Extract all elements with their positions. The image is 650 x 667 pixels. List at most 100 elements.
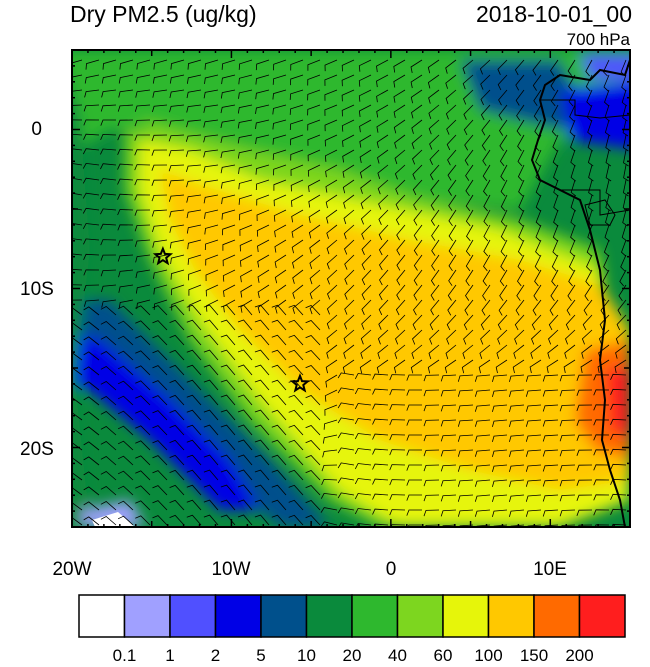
concentration-field	[72, 50, 630, 527]
wind-barb	[602, 59, 610, 77]
wind-barb	[169, 74, 185, 84]
lon-label-10e: 10E	[533, 559, 567, 580]
wind-barb	[474, 479, 491, 487]
wind-barb	[205, 269, 219, 282]
wind-barb	[342, 164, 355, 178]
wind-barb	[326, 329, 338, 345]
wind-barb	[406, 404, 422, 411]
wind-barb	[341, 74, 355, 87]
wind-barb	[72, 192, 83, 196]
wind-barb	[153, 59, 168, 70]
wind-barb	[290, 179, 304, 192]
wind-barb	[238, 89, 253, 99]
wind-barb	[100, 486, 117, 496]
wind-barb	[169, 409, 185, 421]
wind-barb	[605, 179, 612, 197]
wind-barb	[587, 209, 594, 227]
wind-barb	[186, 409, 202, 421]
wind-barb	[118, 74, 134, 84]
wind-barb	[513, 344, 525, 359]
wind-barb	[72, 307, 83, 316]
wind-barb	[621, 224, 628, 242]
wind-barb	[535, 209, 542, 227]
wind-barb	[496, 344, 508, 360]
wind-barb	[500, 254, 508, 272]
wind-barb	[394, 164, 406, 180]
wind-barb	[389, 479, 406, 486]
wind-barb	[152, 395, 168, 406]
wind-barb	[547, 344, 559, 359]
wind-barb	[151, 119, 168, 127]
wind-barb	[406, 389, 422, 396]
wind-barb	[72, 299, 83, 301]
wind-barb	[271, 439, 287, 451]
wind-barb	[359, 359, 372, 374]
wind-barb	[447, 299, 457, 316]
wind-barb	[480, 314, 491, 331]
wind-barb	[254, 349, 270, 361]
wind-barb	[587, 119, 593, 137]
wind-barb	[134, 224, 151, 232]
wind-barb	[376, 119, 389, 133]
wind-barb	[135, 335, 151, 346]
wind-barb	[119, 59, 134, 70]
wind-barb	[203, 104, 219, 113]
wind-barb	[290, 74, 304, 86]
wind-barb	[72, 397, 83, 406]
wind-barb	[186, 424, 202, 436]
wind-barb	[170, 254, 185, 265]
wind-barb	[170, 59, 185, 70]
wind-barb	[593, 449, 610, 456]
wind-barb	[274, 224, 287, 238]
wind-barb	[100, 208, 117, 215]
wind-barb	[447, 149, 457, 166]
wind-barb	[220, 409, 236, 421]
wind-barb	[525, 389, 542, 397]
wind-barb	[117, 254, 134, 262]
wind-barb	[153, 269, 168, 279]
wind-barb	[463, 329, 474, 345]
wind-barb	[509, 449, 525, 458]
wind-barb	[394, 344, 406, 360]
wind-barb	[305, 470, 321, 481]
wind-barb	[117, 395, 134, 406]
wind-barb	[495, 359, 508, 374]
wind-barb	[378, 194, 389, 210]
wind-barb	[413, 254, 423, 271]
wind-barb	[100, 133, 117, 141]
wind-barb	[565, 329, 576, 345]
wind-barb	[240, 299, 253, 313]
lon-label-20w: 20W	[52, 559, 92, 580]
wind-barb	[337, 417, 355, 424]
wind-barb	[360, 179, 372, 194]
wind-barb	[254, 424, 270, 436]
wind-barb	[517, 254, 525, 272]
wind-barb	[254, 394, 270, 406]
wind-barb	[548, 314, 559, 331]
wind-barb	[292, 254, 304, 269]
wind-barb	[482, 284, 491, 301]
wind-barb	[255, 89, 270, 100]
wind-barb	[448, 239, 457, 257]
wind-barb	[100, 306, 117, 316]
wind-barb	[237, 454, 253, 466]
wind-barb	[288, 364, 304, 376]
wind-barb	[360, 344, 372, 359]
wind-barb	[186, 439, 202, 451]
wind-barb	[603, 74, 610, 92]
wind-barb	[186, 469, 202, 481]
wind-barb	[550, 59, 559, 76]
wind-barb	[238, 164, 253, 174]
wind-barb	[169, 514, 185, 526]
wind-barb	[100, 381, 117, 391]
wind-barb	[169, 364, 185, 376]
wind-barb	[445, 344, 457, 360]
wind-barb	[343, 329, 355, 345]
wind-barb	[100, 269, 117, 277]
wind-barb	[423, 464, 440, 472]
wind-barb	[445, 59, 457, 74]
wind-barb	[492, 434, 508, 443]
wind-barb	[271, 349, 287, 361]
wind-barb	[532, 59, 542, 76]
wind-barb	[288, 319, 304, 331]
